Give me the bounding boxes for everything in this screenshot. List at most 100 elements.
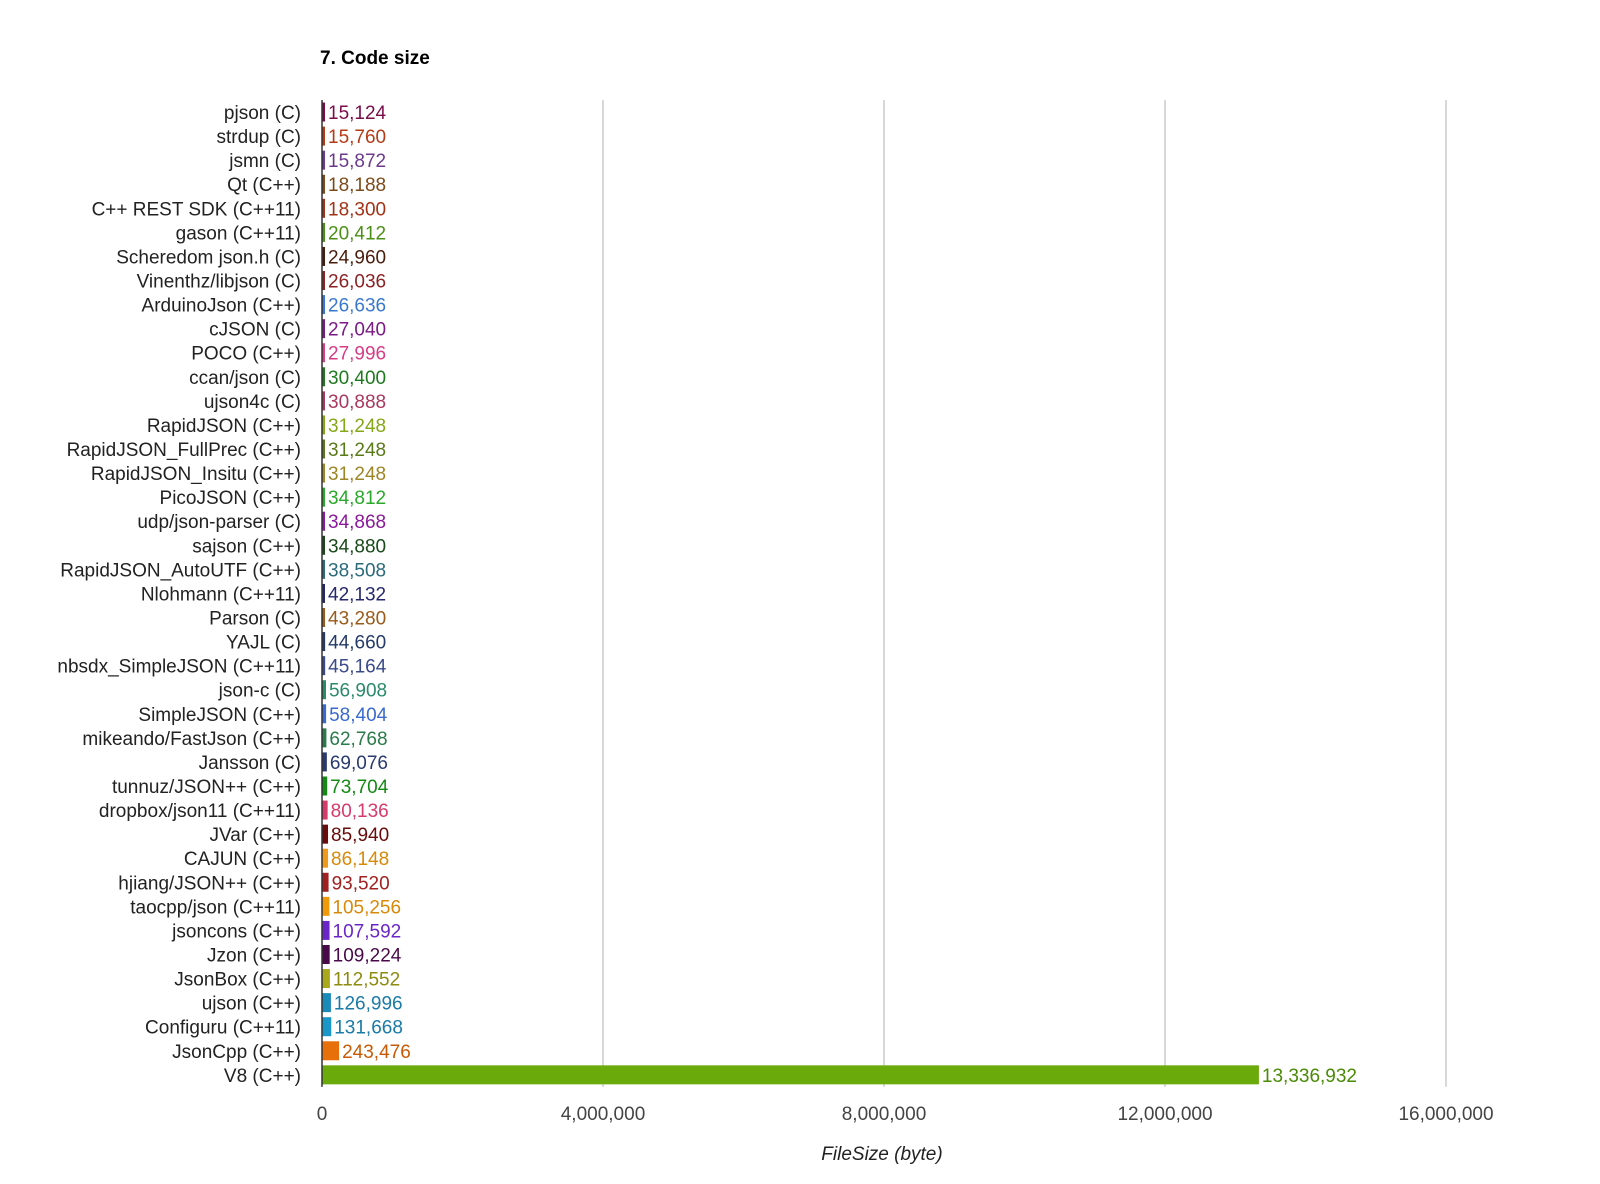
value-label: 34,868 xyxy=(328,512,386,533)
bar xyxy=(322,391,325,411)
category-label: strdup (C) xyxy=(217,127,301,148)
bar xyxy=(322,222,325,242)
bar xyxy=(322,824,329,844)
value-label: 31,248 xyxy=(328,440,386,461)
value-label: 73,704 xyxy=(330,777,389,798)
bar xyxy=(322,487,325,507)
bar xyxy=(322,608,326,628)
category-label: SimpleJSON (C++) xyxy=(138,705,301,726)
value-label: 44,660 xyxy=(328,633,386,654)
category-label: tunnuz/JSON++ (C++) xyxy=(112,777,301,798)
bar xyxy=(322,848,329,868)
value-label: 15,872 xyxy=(328,151,386,172)
value-label: 26,636 xyxy=(328,296,386,317)
value-label: 69,076 xyxy=(330,753,388,774)
value-label: 58,404 xyxy=(329,705,388,726)
bar xyxy=(322,944,330,964)
value-label: 105,256 xyxy=(332,897,401,918)
value-label: 126,996 xyxy=(334,994,403,1015)
category-label: json-c (C) xyxy=(218,681,301,702)
category-label: cJSON (C) xyxy=(209,320,301,341)
bar xyxy=(322,872,329,892)
value-label: 93,520 xyxy=(332,873,390,894)
value-label: 26,036 xyxy=(328,272,386,293)
bar xyxy=(322,632,326,652)
bar xyxy=(322,415,325,435)
value-label: 30,400 xyxy=(328,368,386,389)
value-label: 38,508 xyxy=(328,560,386,581)
category-label: ujson4c (C) xyxy=(204,392,301,413)
x-tick-labels: 0 4,000,000 8,000,000 12,000,000 16,000,000 xyxy=(317,1104,1494,1125)
value-label: 112,552 xyxy=(333,970,400,991)
category-label: ujson (C++) xyxy=(202,994,301,1015)
bars xyxy=(322,102,1259,1085)
bar xyxy=(322,728,327,748)
bar xyxy=(322,343,325,363)
category-label: Jzon (C++) xyxy=(207,945,301,966)
category-label: Parson (C) xyxy=(209,609,301,630)
chart-title: 7. Code size xyxy=(320,48,430,69)
bar xyxy=(322,1041,340,1061)
value-label: 27,996 xyxy=(328,344,386,365)
category-label: nbsdx_SimpleJSON (C++11) xyxy=(57,657,301,678)
bar xyxy=(322,559,325,579)
value-label: 131,668 xyxy=(334,1018,403,1039)
category-label: CAJUN (C++) xyxy=(184,849,301,870)
bar xyxy=(322,439,325,459)
value-label: 86,148 xyxy=(331,849,389,870)
category-label: Jansson (C) xyxy=(199,753,301,774)
value-label: 34,880 xyxy=(328,536,386,557)
bar xyxy=(322,367,325,387)
category-label: pjson (C) xyxy=(224,103,301,124)
value-label: 20,412 xyxy=(328,223,386,244)
category-label: ArduinoJson (C++) xyxy=(142,296,301,317)
category-label: V8 (C++) xyxy=(224,1066,301,1087)
value-label: 31,248 xyxy=(328,416,386,437)
category-label: JsonBox (C++) xyxy=(174,970,301,991)
category-label: RapidJSON_Insitu (C++) xyxy=(91,464,301,485)
bar xyxy=(322,656,326,676)
category-label: jsmn (C) xyxy=(228,151,301,172)
category-label: RapidJSON_AutoUTF (C++) xyxy=(60,560,301,581)
bar xyxy=(322,511,325,531)
value-label: 62,768 xyxy=(329,729,387,750)
x-tick-label: 8,000,000 xyxy=(842,1104,927,1125)
bar xyxy=(322,776,328,796)
category-label: C++ REST SDK (C++11) xyxy=(92,199,301,220)
category-label: Qt (C++) xyxy=(227,175,301,196)
value-label: 45,164 xyxy=(328,657,387,678)
category-label: hjiang/JSON++ (C++) xyxy=(118,873,301,894)
bar xyxy=(322,319,325,339)
value-label: 109,224 xyxy=(333,945,402,966)
category-label: Configuru (C++11) xyxy=(145,1018,301,1039)
category-label: dropbox/json11 (C++11) xyxy=(99,801,301,822)
bar xyxy=(322,271,325,291)
bar xyxy=(322,150,325,170)
category-label: PicoJSON (C++) xyxy=(160,488,301,509)
value-label: 34,812 xyxy=(328,488,386,509)
x-tick-label: 4,000,000 xyxy=(561,1104,646,1125)
bar xyxy=(322,463,325,483)
category-label: JsonCpp (C++) xyxy=(172,1042,301,1063)
bar xyxy=(322,969,330,989)
bar xyxy=(322,535,325,555)
value-label: 43,280 xyxy=(328,609,386,630)
gridlines xyxy=(602,100,1447,1087)
bar xyxy=(322,993,331,1013)
x-tick-label: 16,000,000 xyxy=(1398,1104,1493,1125)
bar xyxy=(322,246,325,266)
bar xyxy=(322,800,328,820)
value-label: 24,960 xyxy=(328,247,386,268)
category-label: RapidJSON_FullPrec (C++) xyxy=(67,440,301,461)
bar xyxy=(322,1065,1259,1085)
category-label: POCO (C++) xyxy=(191,344,301,365)
value-label: 13,336,932 xyxy=(1262,1066,1357,1087)
value-label: 30,888 xyxy=(328,392,386,413)
x-axis-label: FileSize (byte) xyxy=(821,1144,942,1165)
value-labels: 15,124 15,760 15,872 18,188 18,300 20,412 24,9… xyxy=(328,103,1357,1087)
x-tick-label: 12,000,000 xyxy=(1117,1104,1212,1125)
category-label: udp/json-parser (C) xyxy=(137,512,301,533)
value-label: 27,040 xyxy=(328,320,386,341)
x-tick-label: 0 xyxy=(317,1104,328,1125)
